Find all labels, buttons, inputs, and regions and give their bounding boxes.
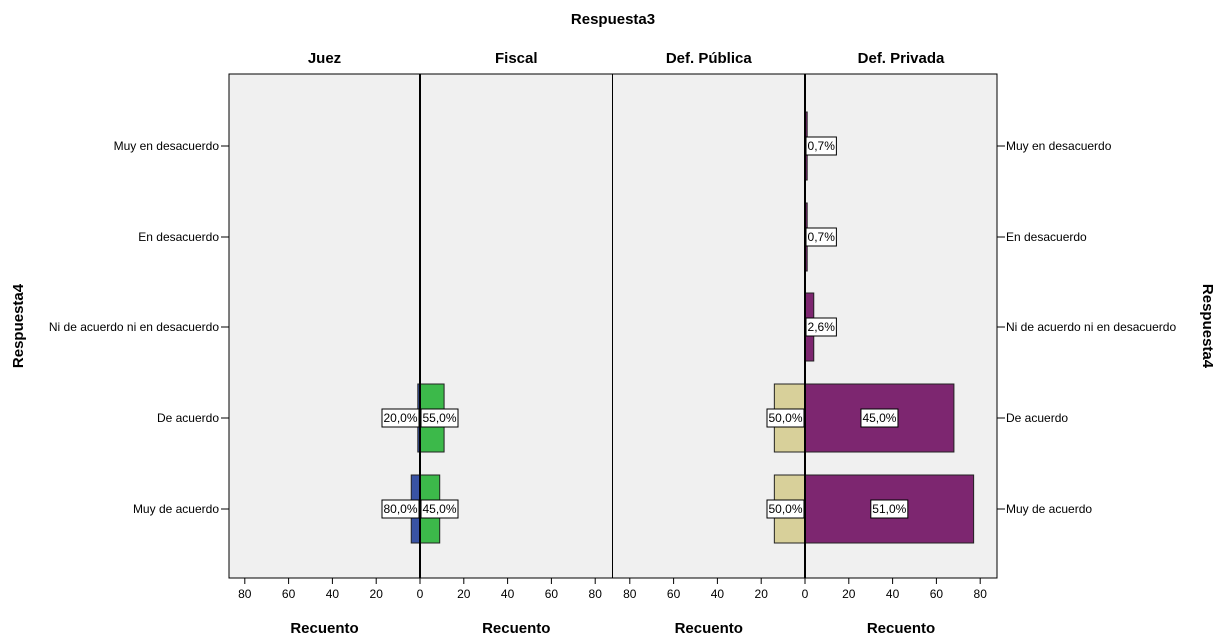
x-axis-title-4: Recuento bbox=[867, 620, 935, 637]
right-category-label-muy-de-acuerdo: Muy de acuerdo bbox=[1006, 502, 1092, 516]
x-tick-label-0-0: 80 bbox=[238, 587, 252, 601]
data-label-box-fiscal-3 bbox=[420, 408, 459, 428]
data-label-box-def-privada-2 bbox=[805, 317, 837, 337]
data-label-box-def-privada-4 bbox=[870, 499, 909, 519]
data-label-box-def-privada-1 bbox=[805, 227, 837, 247]
x-tick-label-0-4: 0 bbox=[417, 587, 424, 601]
x-tick-label-1-7: 60 bbox=[930, 587, 944, 601]
x-tick-label-1-8: 80 bbox=[974, 587, 988, 601]
panel-heading-fiscal: Fiscal bbox=[495, 50, 538, 67]
x-axis-title-1: Recuento bbox=[290, 620, 358, 637]
left-category-label-muy-de-acuerdo: Muy de acuerdo bbox=[133, 502, 219, 516]
right-category-label-ni-de-acuerdo-ni-en-desacuerdo: Ni de acuerdo ni en desacuerdo bbox=[1006, 320, 1176, 334]
data-label-box-def-privada-0 bbox=[805, 136, 837, 156]
data-label-def-privada-2: 2,6% bbox=[808, 320, 836, 334]
data-label-def-privada-4: 51,0% bbox=[872, 502, 906, 516]
left-category-label-de-acuerdo: De acuerdo bbox=[157, 411, 219, 425]
data-label-box-juez-4 bbox=[381, 499, 420, 519]
right-category-label-de-acuerdo: De acuerdo bbox=[1006, 411, 1068, 425]
x-tick-label-0-7: 60 bbox=[545, 587, 559, 601]
panel-heading-def-privada: Def. Privada bbox=[858, 50, 945, 67]
right-category-label-en-desacuerdo: En desacuerdo bbox=[1006, 230, 1087, 244]
x-tick-label-1-6: 40 bbox=[886, 587, 900, 601]
left-category-label-en-desacuerdo: En desacuerdo bbox=[138, 230, 219, 244]
data-label-juez-3: 20,0% bbox=[383, 411, 417, 425]
data-label-fiscal-3: 55,0% bbox=[422, 411, 456, 425]
x-tick-label-0-6: 40 bbox=[501, 587, 515, 601]
x-tick-label-0-5: 20 bbox=[457, 587, 471, 601]
right-category-label-muy-en-desacuerdo: Muy en desacuerdo bbox=[1006, 139, 1112, 153]
x-tick-label-0-3: 20 bbox=[370, 587, 384, 601]
data-label-box-def-publica-3 bbox=[766, 408, 805, 428]
x-tick-label-1-1: 60 bbox=[667, 587, 681, 601]
data-label-fiscal-4: 45,0% bbox=[422, 502, 456, 516]
data-label-box-juez-3 bbox=[381, 408, 420, 428]
x-tick-label-1-2: 40 bbox=[711, 587, 725, 601]
data-label-juez-4: 80,0% bbox=[383, 502, 417, 516]
x-axis-title-3: Recuento bbox=[675, 620, 743, 637]
x-tick-label-1-3: 20 bbox=[755, 587, 769, 601]
x-tick-label-0-1: 60 bbox=[282, 587, 296, 601]
data-label-def-privada-1: 0,7% bbox=[808, 230, 836, 244]
x-tick-label-1-5: 20 bbox=[842, 587, 856, 601]
x-tick-label-1-4: 0 bbox=[802, 587, 809, 601]
data-label-layer: 20,0% 80,0% 55,0% 45,0% 50,0% 50,0% 0,7% 0,7% 2,… bbox=[381, 136, 909, 519]
plot-frame bbox=[228, 73, 998, 579]
chart-title: Respuesta3 bbox=[571, 11, 655, 28]
data-label-def-publica-3: 50,0% bbox=[768, 411, 802, 425]
left-category-label-ni-de-acuerdo-ni-en-desacuerdo: Ni de acuerdo ni en desacuerdo bbox=[49, 320, 219, 334]
panel-heading-def-publica: Def. Pública bbox=[666, 50, 753, 67]
x-axis-title-2: Recuento bbox=[482, 620, 550, 637]
y-axis-title-left: Respuesta4 bbox=[10, 283, 27, 368]
panel-heading-juez: Juez bbox=[308, 50, 341, 67]
data-label-def-publica-4: 50,0% bbox=[768, 502, 802, 516]
data-label-box-fiscal-4 bbox=[420, 499, 459, 519]
x-tick-label-0-2: 40 bbox=[326, 587, 340, 601]
data-label-box-def-publica-4 bbox=[766, 499, 805, 519]
left-category-label-muy-en-desacuerdo: Muy en desacuerdo bbox=[114, 139, 220, 153]
data-label-box-def-privada-3 bbox=[860, 408, 899, 428]
axes-layer: Juez Fiscal Def. Pública Def. Privada Muy en… bbox=[10, 50, 1216, 637]
y-axis-title-right: Respuesta4 bbox=[1199, 284, 1216, 369]
x-tick-label-1-0: 80 bbox=[623, 587, 637, 601]
data-label-def-privada-3: 45,0% bbox=[862, 411, 896, 425]
x-tick-label-0-8: 80 bbox=[589, 587, 603, 601]
data-label-def-privada-0: 0,7% bbox=[808, 139, 836, 153]
